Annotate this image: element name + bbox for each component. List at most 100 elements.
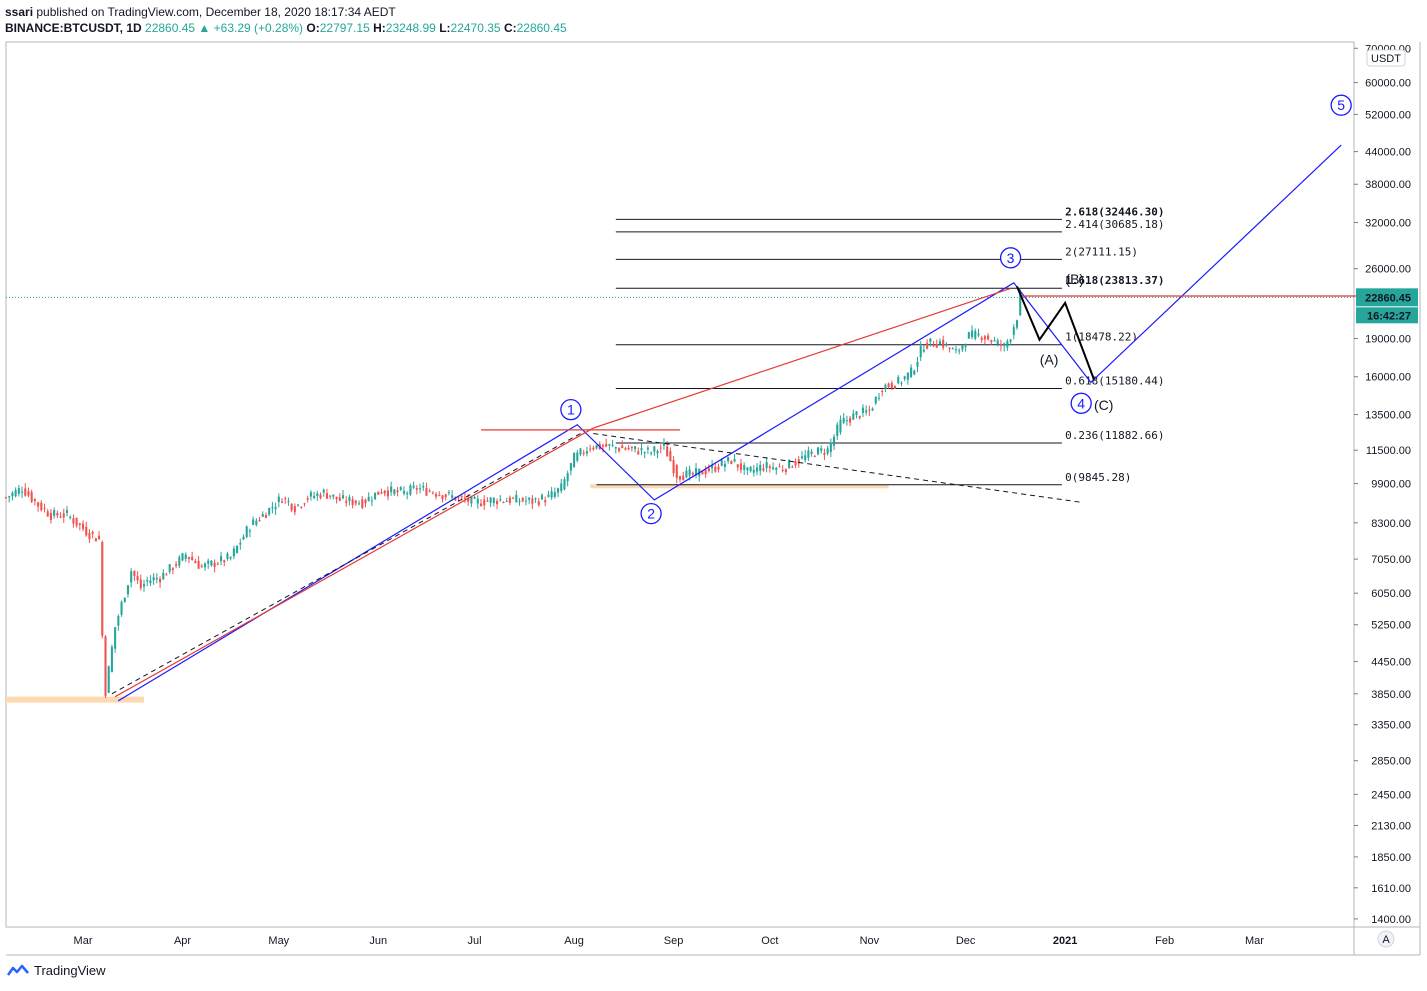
candle-body bbox=[101, 542, 104, 636]
candle-body bbox=[284, 498, 287, 500]
x-tick-label: Oct bbox=[761, 935, 778, 947]
fib-level-label: 2.414(30685.18) bbox=[1065, 218, 1164, 231]
candle-body bbox=[772, 467, 775, 470]
currency-badge[interactable]: USDT bbox=[1366, 49, 1406, 67]
currency-box bbox=[1366, 49, 1406, 67]
author-name[interactable]: ssari bbox=[5, 5, 34, 19]
candle-body bbox=[945, 343, 948, 346]
auto-scale-button[interactable]: A bbox=[1377, 930, 1395, 948]
candle-body bbox=[788, 459, 791, 468]
candle-body bbox=[630, 446, 633, 448]
candle-body bbox=[431, 492, 434, 494]
candle-body bbox=[987, 335, 990, 340]
candle-body bbox=[695, 468, 698, 476]
candle-body bbox=[338, 497, 341, 501]
candle-body bbox=[983, 336, 986, 340]
candle-body bbox=[727, 457, 730, 462]
candle-body bbox=[855, 411, 858, 415]
candle-body bbox=[409, 485, 412, 495]
candle-body bbox=[784, 469, 787, 473]
candle-body bbox=[248, 530, 251, 532]
candle-body bbox=[711, 464, 714, 469]
abc-wave-label: (B) bbox=[1065, 271, 1084, 287]
x-tick-label: Dec bbox=[956, 935, 976, 947]
abc-correction-path bbox=[1016, 286, 1095, 380]
candle-body bbox=[662, 442, 665, 446]
candle-body bbox=[893, 385, 897, 389]
low-label: L: bbox=[439, 21, 451, 35]
candle-body bbox=[496, 500, 499, 505]
abc-wave-label: (C) bbox=[1094, 397, 1113, 413]
drawings[interactable] bbox=[6, 144, 1396, 702]
candle-body bbox=[569, 463, 572, 471]
candle-body bbox=[582, 452, 585, 454]
close-label: C: bbox=[503, 21, 517, 35]
candle-body bbox=[444, 494, 447, 498]
candle-body bbox=[634, 446, 637, 449]
candle-body bbox=[370, 500, 373, 502]
candle-body bbox=[380, 492, 383, 494]
candle-body bbox=[935, 344, 938, 348]
fib-level-label: 0.618(15180.44) bbox=[1065, 374, 1164, 387]
candle-body bbox=[804, 455, 807, 461]
candle-body bbox=[69, 516, 72, 518]
fib-extension[interactable]: 0(9845.28) 0.236(11882.66) 0.618(15180.44)… bbox=[596, 205, 1165, 486]
candle-body bbox=[123, 597, 126, 603]
candle-body bbox=[518, 501, 521, 503]
candle-body bbox=[297, 504, 300, 506]
candle-body bbox=[605, 443, 608, 447]
candle-body bbox=[733, 459, 736, 462]
candle-body bbox=[640, 448, 643, 451]
y-tick-label: 1400.00 bbox=[1371, 914, 1411, 926]
candle-body bbox=[707, 468, 710, 472]
candle-body bbox=[300, 506, 303, 508]
candle-body bbox=[120, 601, 123, 615]
candle-body bbox=[775, 467, 778, 471]
candle-body bbox=[964, 345, 967, 348]
candle-body bbox=[255, 520, 258, 525]
candle-body bbox=[49, 512, 52, 520]
candle-body bbox=[117, 616, 120, 626]
candle-body bbox=[903, 376, 906, 380]
candle-body bbox=[833, 436, 836, 446]
wave-label: 3 bbox=[1007, 250, 1015, 266]
candle-body bbox=[325, 493, 328, 499]
candle-body bbox=[309, 492, 312, 497]
elliott-wave-path bbox=[117, 144, 1342, 702]
symbol-label[interactable]: BINANCE:BTCUSDT, 1D bbox=[5, 21, 142, 35]
candle-body bbox=[508, 497, 511, 503]
candle-body bbox=[807, 450, 810, 458]
candle-body bbox=[666, 446, 669, 457]
candle-body bbox=[390, 486, 393, 493]
candle-body bbox=[810, 451, 813, 454]
candle-body bbox=[743, 465, 746, 470]
candle-body bbox=[361, 499, 364, 508]
candle-body bbox=[75, 517, 78, 526]
tradingview-logo-icon bbox=[6, 964, 29, 976]
candle-body bbox=[98, 535, 101, 540]
y-tick-label: 2130.00 bbox=[1371, 821, 1411, 833]
candle-body bbox=[534, 498, 537, 500]
candle-body bbox=[1003, 343, 1006, 346]
footer[interactable]: TradingView bbox=[6, 963, 106, 978]
candle-body bbox=[489, 497, 492, 503]
candle-body bbox=[332, 494, 335, 497]
price-axis[interactable]: 70000.0060000.0052000.0044000.0038000.00… bbox=[1354, 43, 1418, 926]
candle-body bbox=[94, 538, 97, 542]
fib-level-label: 0.236(11882.66) bbox=[1065, 429, 1164, 442]
candle-body bbox=[406, 492, 409, 495]
fib-level-label: 1.618(23813.37) bbox=[1065, 274, 1164, 287]
candle-body bbox=[1012, 327, 1015, 335]
x-tick-label: Apr bbox=[174, 935, 191, 947]
y-tick-label: 3350.00 bbox=[1371, 720, 1411, 732]
fib-level-label: 2(27111.15) bbox=[1065, 245, 1138, 258]
candle-body bbox=[239, 542, 242, 545]
candle-body bbox=[142, 584, 146, 587]
candle-body bbox=[813, 455, 816, 457]
y-tick-label: 26000.00 bbox=[1365, 264, 1411, 276]
time-axis[interactable]: Mar Apr May Jun Jul Aug Sep Oct Nov Dec 2021 Feb Mar bbox=[74, 935, 1265, 947]
y-tick-label: 44000.00 bbox=[1365, 147, 1411, 159]
candle-body bbox=[704, 470, 707, 475]
candle-body bbox=[467, 497, 470, 502]
